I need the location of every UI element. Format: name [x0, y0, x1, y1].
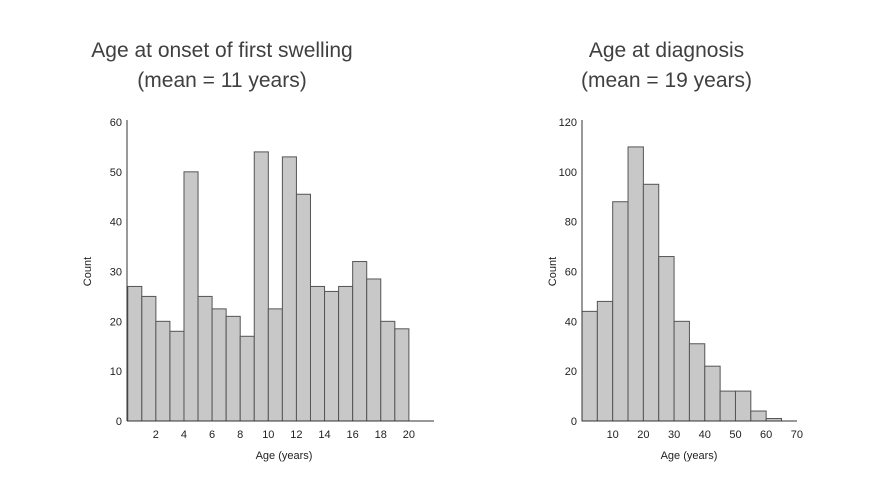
histogram-bar: [169, 330, 185, 422]
chart-title: Age at diagnosis: [588, 39, 745, 62]
y-axis-label: Count: [82, 257, 94, 286]
histogram-bar: [155, 320, 171, 422]
y-axis-label: Count: [547, 257, 559, 286]
diagnosis-chart-panel: Age at diagnosis (mean = 19 years) 0 20 40…: [444, 0, 889, 491]
histogram-bar: [366, 278, 382, 422]
histogram-bar: [688, 343, 706, 422]
histogram-bar: [267, 308, 283, 422]
x-tick-label: 10: [262, 429, 274, 441]
x-tick-label: 4: [181, 429, 187, 441]
histogram-bar: [211, 308, 227, 422]
x-tick-label: 14: [318, 429, 330, 441]
histogram-bar: [658, 256, 675, 422]
y-tick-label: 60: [110, 117, 122, 129]
x-tick-label: 18: [375, 429, 387, 441]
histogram-bar: [141, 295, 157, 422]
histogram-bar: [673, 320, 690, 422]
y-tick-label: 10: [110, 366, 122, 378]
histogram-bar: [239, 335, 255, 422]
histogram-bar: [281, 156, 297, 422]
onset-histogram: 0 10 20 30 40 50 60 2 4 6 8 10 12 14 16 18 20 Age (years)…: [82, 117, 434, 462]
x-tick-label: 20: [637, 429, 649, 441]
x-tick-label: 50: [729, 429, 741, 441]
diagnosis-histogram: 0 20 40 60 80 100 120 10 20 30 40 50 60 70 Age (years)…: [547, 117, 803, 462]
chart-subtitle: (mean = 19 years): [581, 69, 752, 92]
x-tick-label: 40: [699, 429, 711, 441]
histogram-bar: [295, 193, 311, 422]
chart-subtitle: (mean = 11 years): [137, 69, 307, 92]
y-tick-label: 0: [571, 416, 577, 428]
histogram-bar: [642, 183, 660, 422]
x-tick-label: 16: [347, 429, 359, 441]
x-tick-label: 70: [791, 429, 803, 441]
histogram-bar: [380, 320, 396, 422]
y-tick-label: 20: [110, 316, 122, 328]
histogram-bar: [704, 365, 721, 422]
histogram-bar: [596, 300, 614, 422]
y-tick-label: 100: [559, 167, 577, 179]
histogram-bar: [394, 328, 410, 422]
histogram-bar: [324, 290, 340, 422]
x-tick-label: 2: [153, 429, 159, 441]
histogram-bar: [253, 151, 269, 422]
x-tick-label: 30: [668, 429, 680, 441]
histogram-bar: [627, 146, 644, 422]
histogram-bar: [750, 410, 767, 422]
x-tick-label: 8: [237, 429, 243, 441]
histogram-bar: [612, 201, 629, 422]
histogram-bar: [197, 295, 213, 422]
y-tick-label: 30: [110, 267, 122, 279]
histogram-bar: [127, 285, 143, 422]
y-tick-label: 40: [565, 316, 577, 328]
chart-title: Age at onset of first swelling: [91, 39, 353, 62]
histogram-bar: [352, 261, 368, 422]
onset-chart-panel: Age at onset of first swelling (mean = 1…: [0, 0, 444, 491]
histogram-bar: [309, 285, 326, 422]
y-tick-label: 120: [559, 117, 577, 129]
x-axis-label: Age (years): [256, 450, 313, 462]
x-tick-label: 20: [403, 429, 415, 441]
y-tick-label: 0: [116, 416, 122, 428]
x-tick-label: 12: [290, 429, 302, 441]
y-tick-label: 50: [110, 167, 122, 179]
x-tick-label: 10: [607, 429, 619, 441]
histogram-bar: [225, 315, 241, 422]
y-tick-label: 40: [110, 217, 122, 229]
histogram-bar: [338, 285, 354, 422]
x-tick-label: 60: [760, 429, 772, 441]
y-tick-label: 80: [565, 217, 577, 229]
histogram-bar: [734, 390, 752, 422]
histogram-bar: [581, 310, 598, 422]
x-tick-label: 6: [209, 429, 215, 441]
x-axis-label: Age (years): [661, 450, 718, 462]
histogram-bar: [183, 171, 199, 422]
y-tick-label: 20: [565, 366, 577, 378]
histogram-bar: [719, 390, 736, 422]
y-tick-label: 60: [565, 267, 577, 279]
